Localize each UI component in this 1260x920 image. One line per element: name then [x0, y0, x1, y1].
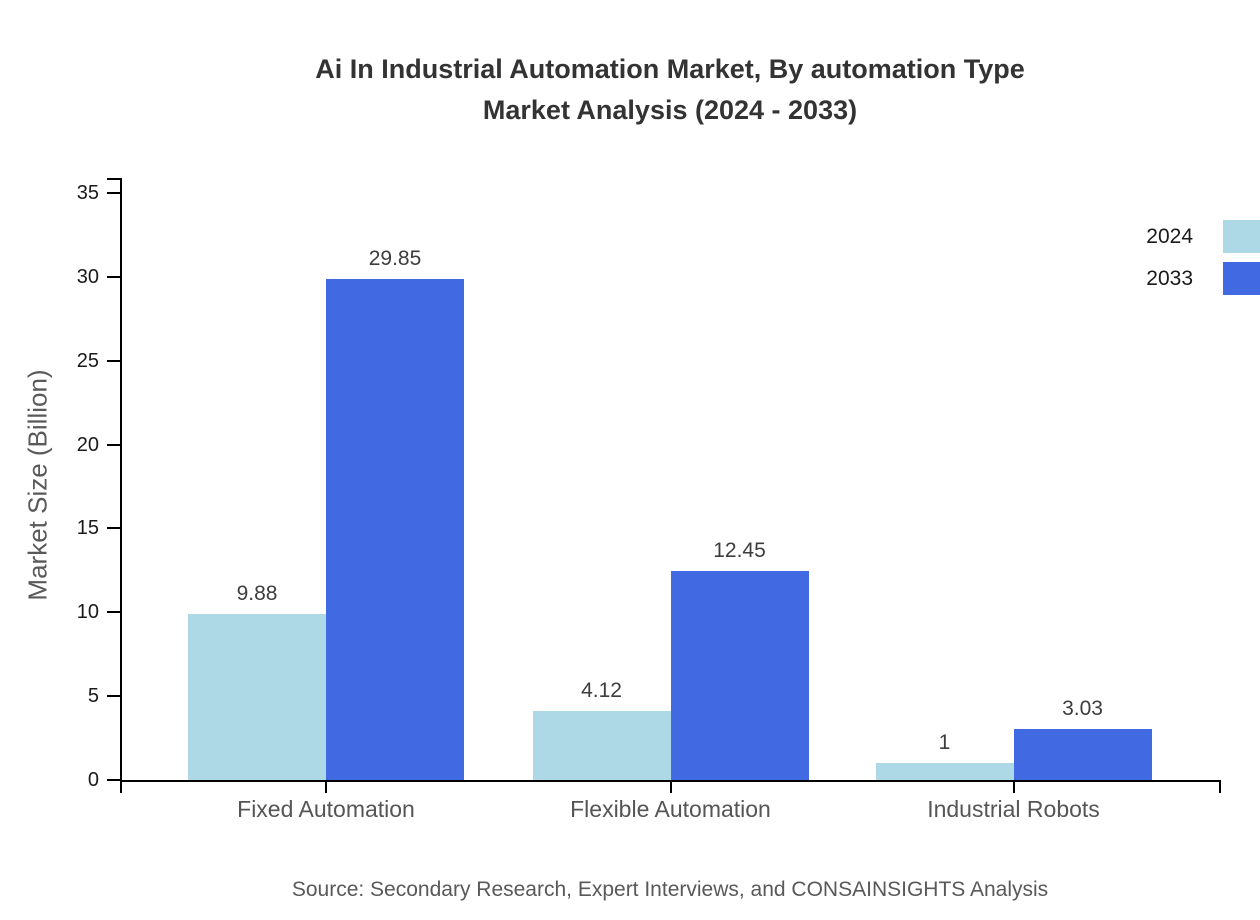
bar-2033-2 [1013, 729, 1152, 780]
category-label: Industrial Robots [927, 796, 1100, 822]
legend-swatch-2024 [1223, 220, 1260, 253]
bar-2024-0 [188, 614, 326, 780]
y-tick-label: 5 [87, 685, 99, 708]
legend-label-2033: 2033 [1146, 267, 1193, 290]
y-tick [107, 527, 120, 530]
category-label: Fixed Automation [237, 796, 415, 822]
x-axis-end-tick [1219, 780, 1221, 793]
bar-value-label: 4.12 [581, 678, 622, 702]
y-tick-label: 30 [76, 265, 99, 288]
y-tick [107, 192, 120, 194]
chart-title-line2: Market Analysis (2024 - 2033) [482, 95, 858, 125]
y-axis-end-tick [107, 178, 120, 180]
y-tick [107, 443, 120, 446]
bar-2033-1 [670, 571, 809, 780]
y-tick-label: 10 [76, 601, 99, 624]
chart-title-line1: Ai In Industrial Automation Market, By a… [315, 54, 1025, 84]
x-tick [325, 780, 327, 793]
y-tick [107, 779, 120, 781]
bar-value-label: 9.88 [236, 582, 278, 606]
y-tick-label: 25 [76, 349, 99, 372]
y-tick [107, 695, 120, 698]
y-tick [107, 611, 120, 614]
y-tick-label: 15 [76, 517, 99, 540]
y-tick [107, 275, 120, 278]
bar-value-label: 3.03 [1062, 697, 1103, 721]
bar-value-label: 29.85 [368, 247, 422, 271]
bar-value-label: 12.45 [713, 539, 766, 563]
bar-2033-0 [326, 279, 464, 780]
chart-title: Ai In Industrial Automation Market, By a… [80, 49, 1260, 131]
y-tick [107, 359, 120, 362]
legend-swatch-2033 [1223, 262, 1260, 295]
x-tick [669, 780, 672, 793]
y-tick-label: 35 [76, 182, 99, 204]
y-tick-label: 0 [87, 769, 99, 791]
bar-2024-2 [875, 763, 1014, 780]
legend-label-2024: 2024 [1146, 225, 1193, 248]
source-note: Source: Secondary Research, Expert Inter… [291, 878, 1049, 901]
y-axis-line [120, 178, 122, 793]
x-tick [1012, 780, 1015, 793]
y-tick-label: 20 [76, 433, 99, 456]
bar-2024-1 [532, 710, 671, 780]
category-label: Flexible Automation [570, 796, 771, 822]
bar-value-label: 1 [938, 731, 951, 755]
